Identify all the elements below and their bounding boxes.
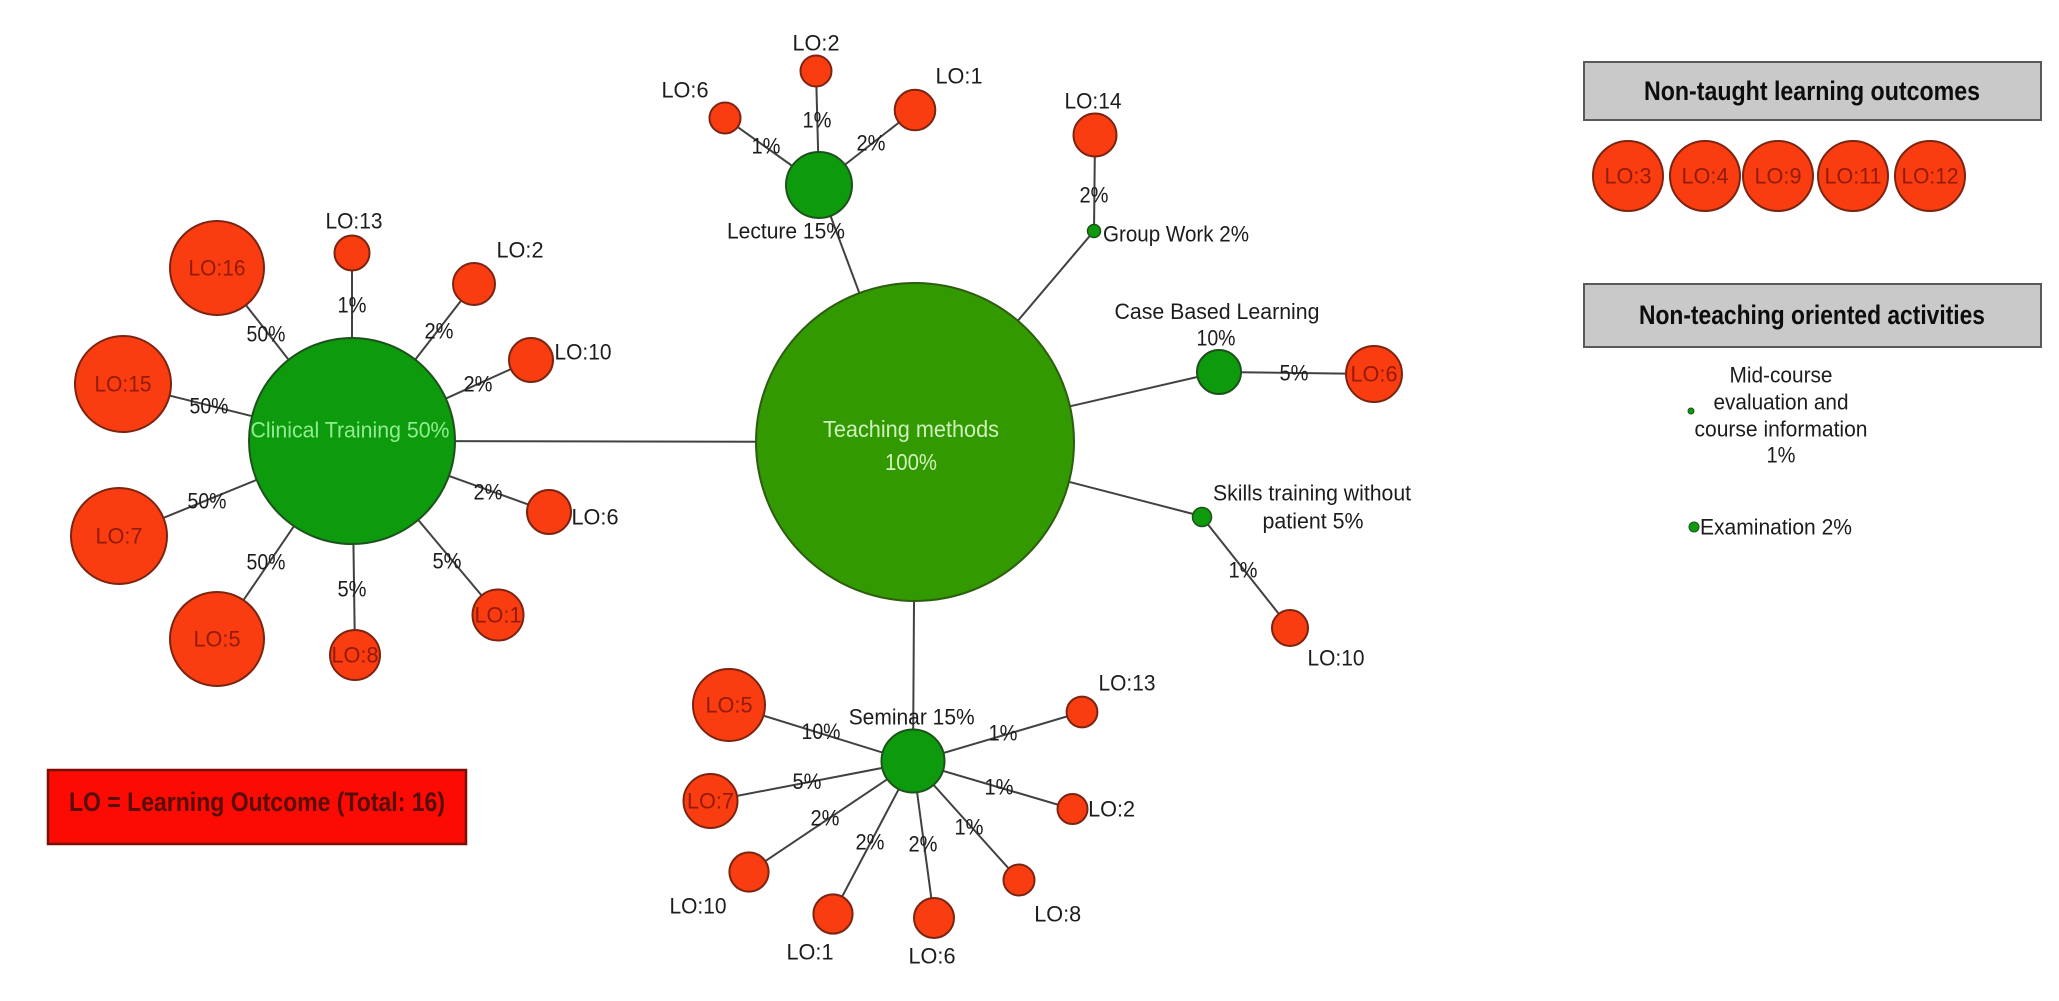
svg-text:1%: 1% <box>803 108 832 133</box>
svg-text:50%: 50% <box>247 322 286 347</box>
svg-text:10%: 10% <box>802 719 841 744</box>
svg-text:2%: 2% <box>857 131 886 156</box>
svg-text:LO:10: LO:10 <box>555 340 612 365</box>
svg-text:50%: 50% <box>190 394 229 419</box>
svg-text:patient 5%: patient 5% <box>1263 509 1364 534</box>
svg-text:LO:6: LO:6 <box>572 505 619 530</box>
svg-text:LO:7: LO:7 <box>687 789 734 814</box>
svg-text:LO:8: LO:8 <box>1034 902 1081 927</box>
svg-text:LO:12: LO:12 <box>1902 164 1959 189</box>
svg-text:LO:1: LO:1 <box>936 64 983 89</box>
svg-text:1%: 1% <box>955 815 984 840</box>
svg-text:LO:6: LO:6 <box>909 944 956 969</box>
svg-text:LO:1: LO:1 <box>787 940 834 965</box>
svg-text:2%: 2% <box>811 806 840 831</box>
svg-text:LO:1: LO:1 <box>475 603 522 628</box>
svg-text:2%: 2% <box>474 480 503 505</box>
svg-text:1%: 1% <box>752 134 781 159</box>
svg-text:LO:5: LO:5 <box>706 693 753 718</box>
svg-text:LO:15: LO:15 <box>95 372 152 397</box>
svg-text:LO:14: LO:14 <box>1065 89 1122 114</box>
svg-text:evaluation and: evaluation and <box>1714 390 1849 415</box>
svg-text:2%: 2% <box>425 319 454 344</box>
svg-text:2%: 2% <box>856 830 885 855</box>
svg-text:LO:10: LO:10 <box>670 894 727 919</box>
svg-text:2%: 2% <box>1080 183 1109 208</box>
svg-text:LO:9: LO:9 <box>1755 164 1802 189</box>
svg-text:LO:16: LO:16 <box>189 256 246 281</box>
svg-text:Clinical Training 50%: Clinical Training 50% <box>251 418 450 443</box>
svg-text:2%: 2% <box>464 372 493 397</box>
svg-text:LO:13: LO:13 <box>326 209 383 234</box>
svg-text:Examination 2%: Examination 2% <box>1700 515 1852 540</box>
svg-text:Non-teaching oriented activiti: Non-teaching oriented activities <box>1639 300 1985 330</box>
svg-text:LO:13: LO:13 <box>1099 671 1156 696</box>
svg-text:1%: 1% <box>338 293 367 318</box>
svg-text:Case Based Learning: Case Based Learning <box>1115 299 1320 324</box>
svg-text:LO:4: LO:4 <box>1682 164 1729 189</box>
svg-text:Skills training without: Skills training without <box>1213 481 1412 506</box>
svg-text:100%: 100% <box>885 449 937 475</box>
svg-text:LO:6: LO:6 <box>662 78 709 103</box>
svg-text:LO:3: LO:3 <box>1605 164 1652 189</box>
svg-text:Seminar 15%: Seminar 15% <box>849 705 975 730</box>
svg-text:50%: 50% <box>247 550 286 575</box>
svg-text:LO:8: LO:8 <box>332 643 379 668</box>
svg-text:10%: 10% <box>1197 326 1236 351</box>
svg-text:course information: course information <box>1695 417 1868 442</box>
svg-text:Lecture 15%: Lecture 15% <box>727 219 845 244</box>
svg-text:LO:10: LO:10 <box>1308 646 1365 671</box>
svg-text:LO = Learning Outcome (Total:: LO = Learning Outcome (Total: 16) <box>69 787 445 817</box>
svg-text:LO:5: LO:5 <box>194 627 241 652</box>
svg-text:1%: 1% <box>985 775 1014 800</box>
svg-text:2%: 2% <box>909 832 938 857</box>
svg-text:5%: 5% <box>1280 361 1309 386</box>
svg-text:1%: 1% <box>1229 558 1258 583</box>
svg-text:LO:2: LO:2 <box>1088 797 1135 822</box>
svg-text:Group Work 2%: Group Work 2% <box>1103 222 1249 247</box>
svg-text:5%: 5% <box>793 769 822 794</box>
svg-text:1%: 1% <box>1767 443 1796 468</box>
svg-text:5%: 5% <box>433 549 462 574</box>
svg-text:Non-taught learning outcomes: Non-taught learning outcomes <box>1644 76 1980 106</box>
svg-text:1%: 1% <box>989 721 1018 746</box>
svg-text:Teaching methods: Teaching methods <box>823 416 999 442</box>
svg-text:LO:2: LO:2 <box>497 238 544 263</box>
svg-text:LO:7: LO:7 <box>96 524 143 549</box>
svg-text:5%: 5% <box>338 577 367 602</box>
svg-text:LO:11: LO:11 <box>1825 164 1882 189</box>
svg-text:LO:2: LO:2 <box>793 31 840 56</box>
svg-text:LO:6: LO:6 <box>1351 362 1398 387</box>
svg-text:50%: 50% <box>188 489 227 514</box>
svg-text:Mid-course: Mid-course <box>1730 363 1833 388</box>
